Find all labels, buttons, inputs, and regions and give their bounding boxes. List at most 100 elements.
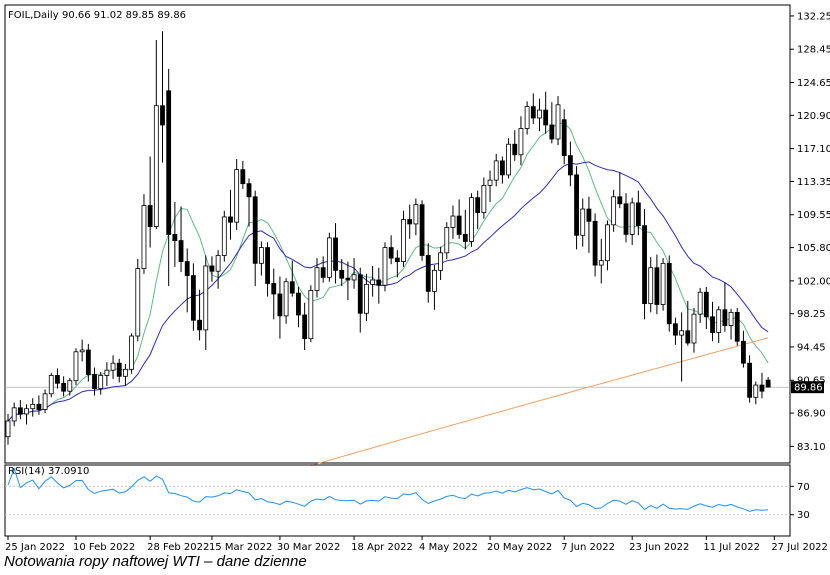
candle-body (673, 323, 678, 336)
candle-body (153, 105, 159, 227)
candle-body (734, 311, 740, 342)
candle-body (17, 407, 23, 415)
candle-body (703, 291, 709, 318)
candle-body (110, 362, 116, 371)
candle-body (623, 203, 629, 235)
candle-body (567, 155, 573, 176)
candle-body (660, 262, 666, 305)
candle-body (296, 292, 301, 316)
candle-body (462, 234, 468, 242)
y-tick-label: 102.00 (797, 276, 830, 287)
candle-body (172, 234, 178, 241)
candle-body (549, 124, 555, 140)
last-price-box (791, 381, 824, 394)
candle-body (617, 196, 623, 205)
rsi-panel (4, 464, 791, 537)
candle-body (370, 279, 376, 285)
candle-body (425, 255, 431, 292)
candle-body (469, 197, 474, 242)
candle-body (61, 382, 67, 392)
candle-body (135, 268, 141, 337)
y-tick-label: 128.45 (797, 45, 830, 56)
candle-body (302, 314, 308, 340)
candle-body (271, 283, 277, 295)
candle-body (364, 283, 369, 314)
rsi-line (7, 467, 769, 512)
candle-body (258, 247, 264, 264)
candle-body (339, 269, 345, 279)
main-panel-frame (4, 4, 791, 464)
candle-body (92, 374, 97, 389)
candle-body (333, 237, 338, 271)
candle-body (382, 247, 388, 286)
x-tick-label: 30 Mar 2022 (277, 542, 340, 552)
candle-body (530, 106, 536, 119)
x-tick-label: 28 Feb 2022 (147, 542, 209, 552)
candle-body (388, 247, 394, 259)
y-tick-label: 120.90 (797, 111, 830, 122)
candle-body (123, 368, 128, 377)
y-tick-label: 117.10 (797, 144, 830, 155)
candle-body (710, 316, 715, 333)
candle-body (512, 143, 518, 156)
candle-body (246, 183, 252, 198)
candle-body (42, 393, 48, 410)
x-tick-label: 10 Feb 2022 (73, 542, 135, 552)
x-tick-label: 4 May 2022 (419, 542, 478, 552)
candle-body (326, 237, 332, 278)
candle-body (228, 216, 233, 223)
candle-body (697, 291, 703, 315)
candle-body (481, 184, 487, 213)
y-tick-label: 132.25 (797, 11, 830, 22)
sma-100-line (310, 337, 769, 467)
candle-body (104, 369, 110, 376)
y-tick-label: 113.35 (797, 177, 830, 188)
candle-body (351, 274, 357, 281)
candle-body (475, 197, 481, 213)
candle-body (648, 267, 654, 305)
candle-body (592, 220, 598, 266)
candle-body (48, 375, 54, 395)
candle-body (407, 219, 413, 225)
candle-body (413, 204, 419, 225)
candle-body (178, 240, 184, 262)
chart-caption: Notowania ropy naftowej WTI – dane dzien… (4, 553, 307, 570)
candle-body (98, 375, 104, 389)
candle-body (574, 174, 579, 236)
candle-body (215, 255, 221, 272)
candle-body (506, 143, 511, 176)
x-tick-label: 20 May 2022 (487, 542, 552, 552)
rsi-panel-frame (4, 464, 791, 537)
chart-canvas: 132.25 128.45 124.65 120.90 117.10 113.35 109.… (4, 4, 830, 552)
candle-body (654, 267, 660, 305)
y-tick-label: 109.55 (797, 210, 830, 221)
candle-body (73, 351, 79, 382)
candle-body (728, 311, 734, 326)
candle-body (357, 274, 363, 314)
chart-header-label: FOIL,Daily (8, 10, 59, 21)
candle-body (555, 104, 561, 140)
candle-body (36, 403, 42, 410)
candle-body (55, 375, 60, 384)
rsi-tick-label: 70 (797, 482, 810, 493)
rsi-label: RSI(14) 37.0910 (8, 466, 89, 477)
candle-body (642, 225, 647, 305)
candle-body (160, 105, 165, 126)
candle-body (518, 128, 524, 156)
candle-body (666, 262, 672, 325)
candle-body (11, 407, 17, 422)
candle-body (79, 349, 85, 353)
candle-body (611, 196, 617, 226)
candle-body (209, 265, 215, 272)
candle-body (524, 106, 530, 129)
candle-body (240, 169, 246, 185)
candle-body (722, 309, 728, 326)
candle-body (493, 160, 499, 181)
candle-body (320, 267, 326, 278)
x-tick-label: 15 Mar 2022 (209, 542, 272, 552)
candle-body (629, 202, 635, 235)
candle-body (586, 208, 592, 222)
candle-body (184, 261, 190, 276)
x-tick-label: 11 Jul 2022 (703, 542, 760, 552)
candle-body (419, 204, 425, 256)
